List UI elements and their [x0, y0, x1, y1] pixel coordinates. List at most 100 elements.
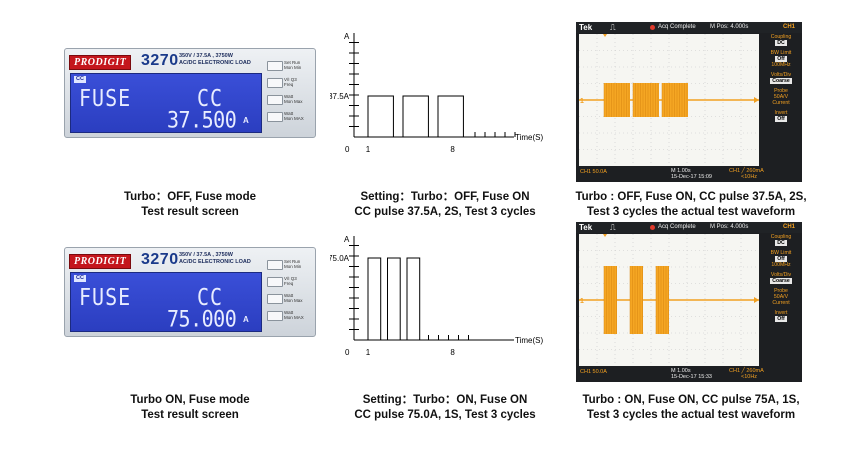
acquire-status: Acq Complete — [658, 224, 696, 230]
m-pos: M Pos: 4.000s — [710, 224, 749, 230]
device-spec: 350V / 37.5A , 3750W AC/DC ELECTRONIC LO… — [179, 53, 251, 66]
cc-readout: CC — [197, 283, 224, 311]
scope-caption-1: Turbo : OFF, Fuse ON, CC pulse 37.5A, 2S… — [575, 191, 807, 218]
bw-limit-menu[interactable]: BW Limit Off 100MHz — [770, 50, 792, 68]
lcd-screen: CC FUSE CC 75.000 A — [70, 272, 262, 332]
device-buttons: Set Run Mon Min V/I Q3 Freq Watt Mon Max… — [267, 259, 313, 328]
pulse-level-label: 37.5A — [330, 92, 350, 101]
probe-menu[interactable]: Probe 50A/V Current — [772, 88, 790, 106]
scope-caption-2: Turbo : ON, Fuse ON, CC pulse 75A, 1S, T… — [582, 394, 800, 421]
unit-label: A — [243, 116, 249, 125]
ch1-scale: CH1 50.0A — [580, 169, 607, 175]
x-axis-label: Time(S) — [515, 133, 543, 142]
trigger-position-icon — [603, 34, 607, 37]
pulse — [406, 257, 421, 340]
device-spec: 350V / 37.5A , 3750W AC/DC ELECTRONIC LO… — [179, 252, 251, 265]
frequency: <10Hz — [741, 174, 758, 180]
pulse-diagram-1: A Time(S) 0 37.5A 1 8 — [330, 32, 543, 154]
trigger-icon: ⎍ — [610, 223, 616, 232]
scope-bottom-bar: CH1 50.0A M 1.00s 15-Dec-17 15:33 CH1 ╱ … — [576, 367, 802, 382]
scope-brand: Tek — [579, 223, 593, 232]
acquire-status-icon — [650, 225, 655, 230]
acquire-status: Acq Complete — [658, 24, 696, 30]
trigger-level-icon — [754, 297, 759, 303]
electronic-load-display-1: PRODIGIT 3270 350V / 37.5A , 3750W AC/DC… — [64, 48, 316, 138]
trigger-position-icon — [603, 234, 607, 237]
scope-side-menu: Coupling DC BW Limit Off 100MHz Volts/Div Co… — [762, 234, 800, 366]
device-button[interactable]: Watt Mon MAX — [267, 310, 313, 321]
pulse-caption-1: Setting：Turbo：OFF, Fuse ON CC pulse 37.5… — [354, 191, 536, 218]
scope-bottom-bar: CH1 50.0A M 1.00s 15-Dec-17 15:09 CH1 ╱ … — [576, 167, 802, 182]
pulse — [367, 95, 394, 137]
device-button[interactable]: Watt Mon MAX — [267, 111, 313, 122]
scope-status-bar: Tek ⎍ Acq Complete M Pos: 4.000s CH1 — [576, 22, 802, 33]
coupling-menu[interactable]: Coupling DC — [770, 34, 792, 46]
device-header: PRODIGIT 3270 350V / 37.5A , 3750W AC/DC… — [69, 251, 269, 269]
scope-date: 15-Dec-17 15:09 — [671, 174, 712, 180]
scope-screen: 1 — [579, 34, 759, 166]
scope-date: 15-Dec-17 15:33 — [671, 374, 712, 380]
volts-div-menu[interactable]: Volts/Div Coarse — [770, 72, 792, 84]
channel-label: CH1 — [783, 24, 796, 30]
waveform-burst — [604, 266, 617, 334]
acquire-status-icon — [650, 25, 655, 30]
device-caption-2: Turbo ON, Fuse mode Test result screen — [130, 394, 250, 421]
device-header: PRODIGIT 3270 350V / 37.5A , 3750W AC/DC… — [69, 52, 269, 70]
probe-menu[interactable]: Probe 50A/V Current — [772, 288, 790, 306]
trigger-icon: ⎍ — [610, 23, 616, 32]
device-button[interactable]: V/I Q3 Freq — [267, 77, 313, 88]
invert-menu[interactable]: Invert Off — [774, 110, 788, 122]
frequency: <10Hz — [741, 374, 758, 380]
origin-label: 0 — [345, 145, 350, 154]
oscilloscope-1: Tek ⎍ Acq Complete M Pos: 4.000s CH1 1 C… — [576, 22, 802, 182]
waveform-burst — [630, 266, 643, 334]
device-button[interactable]: Watt Mon Max — [267, 293, 313, 304]
device-button[interactable]: V/I Q3 Freq — [267, 276, 313, 287]
waveform-burst — [604, 83, 630, 117]
lcd-screen: CC FUSE CC 37.500 A — [70, 73, 262, 133]
unit-label: A — [243, 315, 249, 324]
waveform-burst — [656, 266, 669, 334]
model-number: 3270 — [141, 251, 179, 268]
m-pos: M Pos: 4.000s — [710, 24, 749, 30]
volts-div-menu[interactable]: Volts/Div Coarse — [770, 272, 792, 284]
cc-indicator: CC — [74, 275, 86, 282]
oscilloscope-2: Tek ⎍ Acq Complete M Pos: 4.000s CH1 1 C… — [576, 222, 802, 382]
x-axis-label: Time(S) — [515, 336, 543, 345]
device-caption-1: Turbo：OFF, Fuse mode Test result screen — [123, 191, 257, 218]
timebase: M 1.00s — [671, 368, 691, 374]
cc-indicator: CC — [74, 76, 86, 83]
prodigit-logo: PRODIGIT — [69, 55, 132, 70]
device-button[interactable]: Watt Mon Max — [267, 94, 313, 105]
y-axis-label: A — [344, 32, 350, 41]
pulse — [367, 257, 382, 340]
pulse — [387, 257, 401, 340]
pulse-diagram-2: A Time(S) 0 75.0A 1 8 — [330, 235, 543, 357]
timebase: M 1.00s — [671, 168, 691, 174]
invert-menu[interactable]: Invert Off — [774, 310, 788, 322]
cc-readout: CC — [197, 84, 224, 112]
tick-label-8: 8 — [450, 348, 455, 357]
device-buttons: Set Run Mon Min V/I Q3 Freq Watt Mon Max… — [267, 60, 313, 129]
mode-readout: FUSE — [79, 84, 132, 112]
origin-label: 0 — [345, 348, 350, 357]
prodigit-logo: PRODIGIT — [69, 254, 132, 269]
device-button[interactable]: Set Run Mon Min — [267, 259, 313, 270]
channel-marker: 1 — [580, 298, 584, 305]
coupling-menu[interactable]: Coupling DC — [770, 234, 792, 246]
pulse-caption-2: Setting：Turbo：ON, Fuse ON CC pulse 75.0A… — [354, 394, 536, 421]
tick-label-8: 8 — [450, 145, 455, 154]
y-axis-label: A — [344, 235, 350, 244]
scope-screen: 1 — [579, 234, 759, 366]
trigger-level: CH1 ╱ 260mA — [729, 368, 764, 374]
waveform-burst — [662, 83, 688, 117]
bw-limit-menu[interactable]: BW Limit Off 100MHz — [770, 250, 792, 268]
electronic-load-display-2: PRODIGIT 3270 350V / 37.5A , 3750W AC/DC… — [64, 247, 316, 337]
model-number: 3270 — [141, 52, 179, 69]
channel-marker: 1 — [580, 98, 584, 105]
trigger-level: CH1 ╱ 260mA — [729, 168, 764, 174]
scope-status-bar: Tek ⎍ Acq Complete M Pos: 4.000s CH1 — [576, 222, 802, 233]
device-button[interactable]: Set Run Mon Min — [267, 60, 313, 71]
tick-label-1: 1 — [366, 348, 371, 357]
current-readout: 37.500 — [167, 106, 237, 134]
